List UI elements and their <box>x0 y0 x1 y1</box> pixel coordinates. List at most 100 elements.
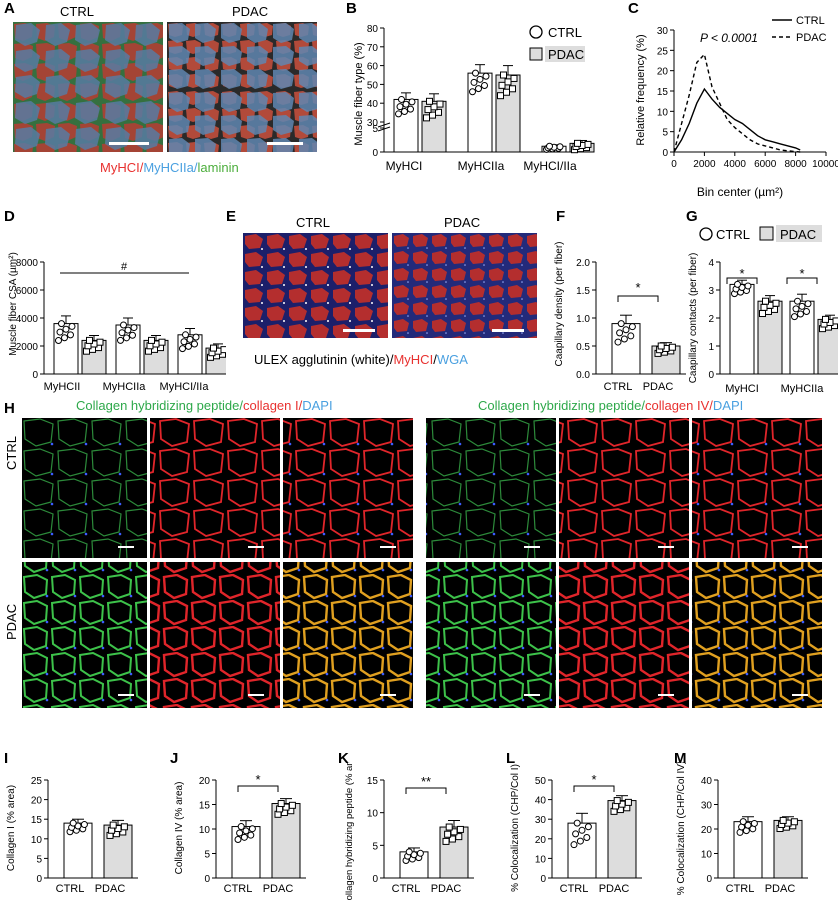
panel-i-xlabel-0: CTRL <box>56 883 85 895</box>
panel-d-xlabel-2: MyHCI/IIa <box>160 381 210 393</box>
panel-j-xlabel-0: CTRL <box>224 883 253 895</box>
panel-c-chart: Relative frequency (%) P < 0.0001 CTRL P… <box>635 15 838 199</box>
panel-h-micrographs <box>22 418 822 708</box>
legend-ulex: ULEX agglutinin (white)/ <box>254 352 394 367</box>
panel-g-legend-pdac-bg <box>776 225 822 242</box>
panel-letter-h: H <box>4 400 15 417</box>
panel-j-xlabel-1: PDAC <box>263 883 294 895</box>
h-ctrl-merge-col1 <box>283 418 413 558</box>
panel-letter-a: A <box>4 0 15 17</box>
panel-l-annot: * <box>591 772 596 787</box>
panel-l-xlabel-0: CTRL <box>560 883 589 895</box>
b-ytick-4: 50 <box>367 80 379 91</box>
h-ctrl-col4 <box>559 418 689 558</box>
j-ytick-2: 10 <box>199 825 211 836</box>
panel-g-xlabel-1: MyHCIIa <box>781 383 825 395</box>
f-ytick-3: 1.5 <box>576 286 590 297</box>
panel-g-sig-bracket-1 <box>786 277 818 284</box>
d-ytick-2: 4000 <box>16 314 39 325</box>
b-ytick-1: 5 <box>372 124 378 135</box>
f-ytick-2: 1.0 <box>576 314 590 325</box>
k-ytick-0: 0 <box>372 874 378 885</box>
d-ytick-0: 0 <box>32 370 38 381</box>
d-ytick-3: 6000 <box>16 286 39 297</box>
panel-l-sig-bracket <box>573 785 615 792</box>
panel-a-pdac-micrograph <box>167 22 317 152</box>
panel-g-ylabel: Caapillary contacts (per fiber) <box>688 253 699 384</box>
panel-i-xlabel-1: PDAC <box>95 883 126 895</box>
g-ytick-2: 2 <box>708 314 714 325</box>
panel-g-xlabel-0: MyHCI <box>725 383 759 395</box>
k-ytick-3: 15 <box>367 776 379 787</box>
l-ytick-4: 40 <box>535 796 547 807</box>
k-ytick-2: 10 <box>367 809 379 820</box>
panel-f-xlabel-0: CTRL <box>604 381 633 393</box>
panel-c-legend-pdac: PDAC <box>796 32 827 44</box>
h-left-sep1: / <box>239 398 243 413</box>
l-ytick-2: 20 <box>535 835 547 846</box>
panel-c-ylabel: Relative frequency (%) <box>635 34 647 145</box>
b-ytick-5: 60 <box>367 62 379 73</box>
legend-e-myhci: MyHCI <box>393 352 434 367</box>
i-ytick-5: 25 <box>31 776 43 787</box>
h-right-col4: collagen IV <box>644 398 710 413</box>
h-left-chp: Collagen hybridizing peptide <box>76 398 240 413</box>
legend-sep-1: / <box>139 160 144 175</box>
h-scale-bars <box>118 546 808 696</box>
panel-e-pdac-title: PDAC <box>444 215 481 230</box>
panel-k-xlabel-1: PDAC <box>431 883 462 895</box>
k-ytick-1: 5 <box>372 841 378 852</box>
panel-b-legend-ctrl: CTRL <box>548 25 582 40</box>
panel-g-annot-1: * <box>799 266 804 281</box>
legend-myhciia: MyHCIIa <box>143 160 194 175</box>
l-ytick-5: 50 <box>535 776 547 787</box>
legend-wga: WGA <box>436 352 468 367</box>
h-pdac-chp-col4 <box>426 562 556 708</box>
b-ytick-7: 80 <box>367 24 379 35</box>
panel-h-row-ctrl: CTRL <box>4 436 19 470</box>
b-ytick-3: 40 <box>367 99 379 110</box>
panel-b-ylabel: Muscle fiber type (%) <box>353 42 365 145</box>
panel-f-chart: Caapillary density (per fiber) 0.0 0.5 1.0… <box>554 241 686 393</box>
panel-a-pdac-title: PDAC <box>232 4 269 19</box>
h-left-sep2: / <box>298 398 303 413</box>
c-xtick-2: 4000 <box>724 159 747 170</box>
c-xtick-5: 10000 <box>812 159 838 170</box>
h-right-dapi: DAPI <box>712 398 744 413</box>
panel-f-ylabel: Caapillary density (per fiber) <box>554 241 565 366</box>
panel-k-sig-bracket <box>405 787 447 794</box>
panel-a-ctrl-title: CTRL <box>60 4 94 19</box>
c-xtick-4: 8000 <box>784 159 807 170</box>
h-pdac-col1 <box>150 562 280 708</box>
panel-g-legend-pdac: PDAC <box>780 227 816 242</box>
panel-g-sig-bracket-0 <box>726 277 758 284</box>
panel-b-legend-pdac-marker <box>529 47 543 61</box>
panel-d-ylabel: Muscle fiber CSA (µm²) <box>8 252 19 356</box>
panel-i-ylabel: Collagen I (% area) <box>6 785 17 871</box>
h-pdac-merge-col4 <box>692 562 822 708</box>
panel-l-chart: % Colocalization (CHP/Col I) 0 10 20 30 40 50… <box>510 764 642 895</box>
panel-j-chart: Collagen IV (% area) 0 5 10 15 20 * CTRL PDA… <box>174 772 306 895</box>
f-ytick-1: 0.5 <box>576 342 590 353</box>
panel-letter-f: F <box>556 208 566 225</box>
m-ytick-1: 10 <box>701 850 713 861</box>
panel-letter-b: B <box>346 0 357 17</box>
c-ytick-1: 5 <box>662 128 668 139</box>
h-right-chp: Collagen hybridizing peptide <box>478 398 642 413</box>
legend-myhci: MyHCI <box>100 160 140 175</box>
f-ytick-4: 2.0 <box>576 258 590 269</box>
d-ytick-1: 2000 <box>16 342 39 353</box>
h-pdac-row <box>22 562 822 708</box>
panel-g-legend-ctrl: CTRL <box>716 227 750 242</box>
panel-k-xlabel-0: CTRL <box>392 883 421 895</box>
panel-letter-j: J <box>170 750 179 767</box>
panel-letter-l: L <box>506 750 516 767</box>
h-right-sep1: / <box>641 398 645 413</box>
panel-l-ylabel: % Colocalization (CHP/Col I) <box>510 764 521 892</box>
panel-letter-g: G <box>686 208 698 225</box>
panel-j-annot: * <box>255 772 260 787</box>
h-ctrl-col1 <box>150 418 280 558</box>
panel-m-chart: % Colocalization (CHP/Col IV) 010203040 … <box>676 762 808 895</box>
h-pdac-merge-col1 <box>283 562 413 708</box>
panel-d-xlabel-0: MyHCII <box>44 381 81 393</box>
